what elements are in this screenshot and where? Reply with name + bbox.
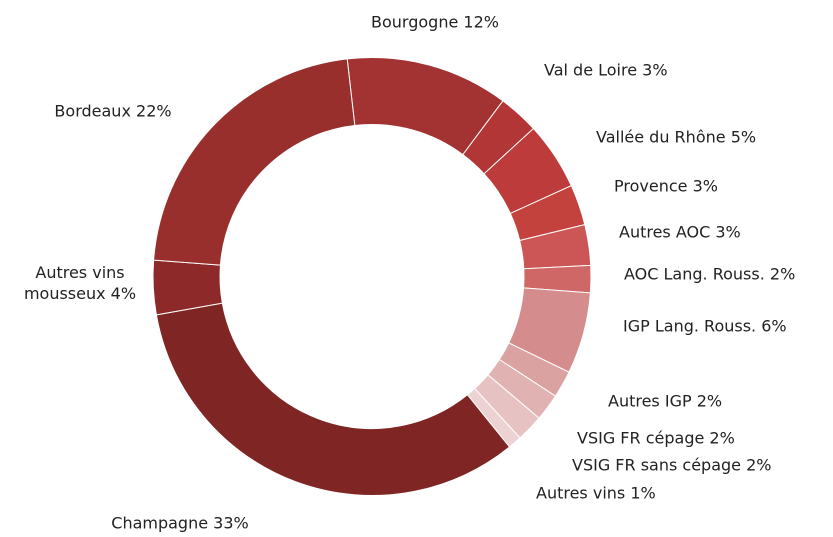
value-label: 3% — [642, 60, 668, 80]
category-name: IGP Lang. Rouss. — [623, 316, 757, 336]
segment-label: Bourgogne 12% — [371, 12, 499, 33]
segment-label: VSIG FR sans cépage 2% — [572, 455, 772, 476]
category-name: Autres vins — [536, 483, 626, 503]
value-label: 2% — [709, 428, 735, 448]
segment-label: AOC Lang. Rouss. 2% — [624, 264, 795, 285]
value-label: 2% — [746, 455, 772, 475]
value-label: 2% — [769, 264, 796, 284]
value-label: 33% — [213, 513, 249, 533]
segment-label: Autres vins 1% — [536, 483, 656, 504]
value-label: 5% — [730, 127, 757, 147]
category-name: Bourgogne — [371, 12, 459, 32]
value-label: 22% — [136, 101, 172, 121]
category-name: Champagne — [111, 513, 209, 533]
segment-label: Champagne 33% — [111, 513, 248, 534]
category-name: AOC Lang. Rouss. — [624, 264, 765, 284]
value-label: 2% — [696, 391, 723, 411]
segment-label: Autres vins mousseux 4% — [15, 262, 145, 304]
donut-segment — [153, 58, 356, 266]
segment-label: Autres AOC 3% — [619, 222, 741, 243]
value-label: 4% — [110, 284, 137, 303]
category-name: Autres vins mousseux — [23, 263, 125, 303]
category-name: Vallée du Rhône — [596, 127, 726, 147]
segment-label: Provence 3% — [614, 176, 718, 197]
value-label: 12% — [463, 12, 499, 32]
value-label: 1% — [630, 483, 656, 503]
category-name: Val de Loire — [544, 60, 638, 80]
segment-label: Bordeaux 22% — [54, 101, 171, 122]
segment-label: Vallée du Rhône 5% — [596, 127, 756, 148]
segment-label: Val de Loire 3% — [544, 60, 668, 81]
segment-label: IGP Lang. Rouss. 6% — [623, 316, 787, 337]
category-name: Autres IGP — [608, 391, 692, 411]
category-name: VSIG FR sans cépage — [572, 455, 742, 475]
value-label: 3% — [715, 222, 741, 242]
category-name: VSIG FR cépage — [577, 428, 705, 448]
segment-label: VSIG FR cépage 2% — [577, 428, 735, 449]
category-name: Bordeaux — [54, 101, 131, 121]
segment-label: Autres IGP 2% — [608, 391, 722, 412]
value-label: 6% — [761, 316, 787, 336]
category-name: Provence — [614, 176, 688, 196]
value-label: 3% — [692, 176, 718, 196]
category-name: Autres AOC — [619, 222, 711, 242]
donut-segment — [155, 302, 511, 496]
